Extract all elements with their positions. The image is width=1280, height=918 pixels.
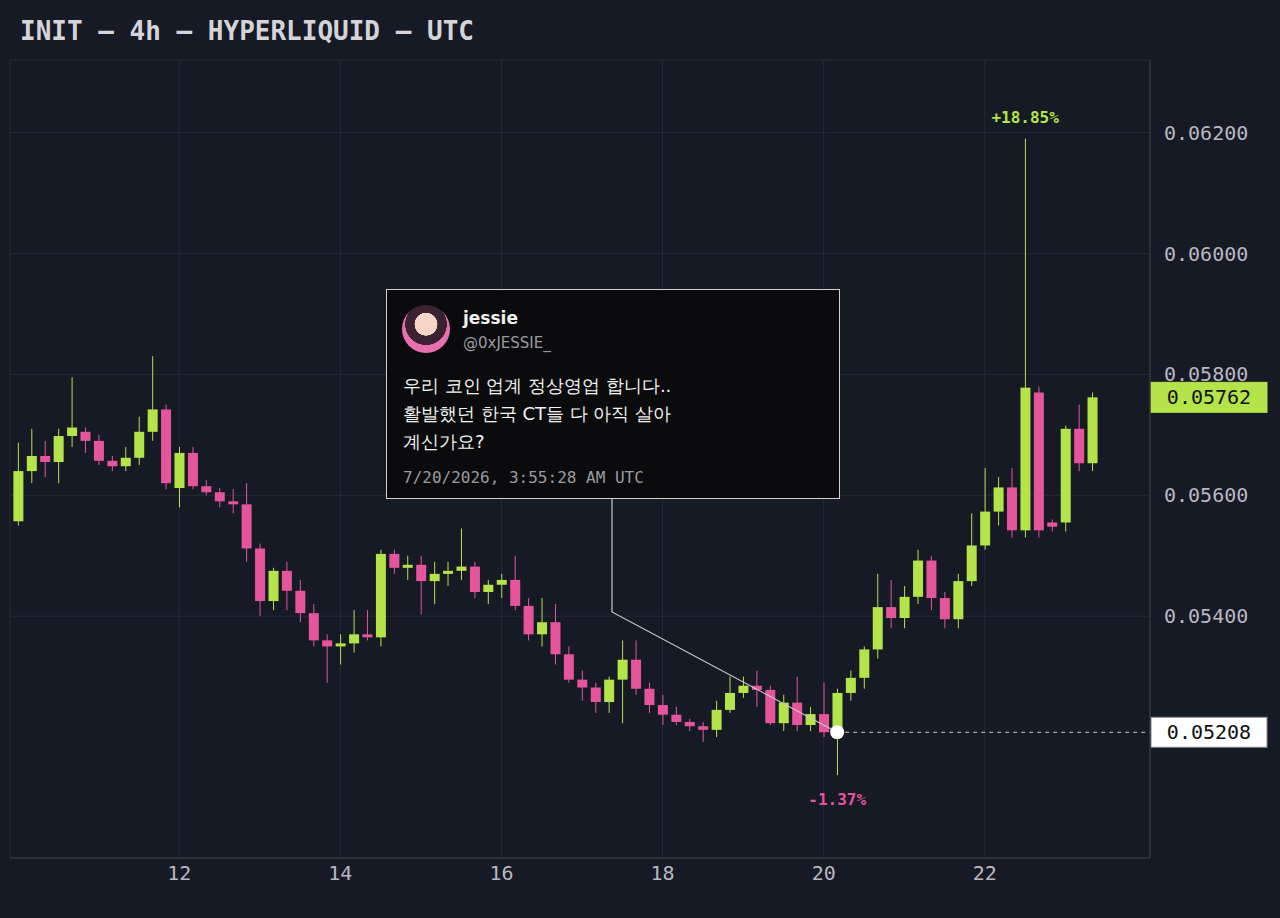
svg-text:0.05800: 0.05800 (1164, 362, 1248, 386)
svg-text:0.05762: 0.05762 (1167, 385, 1251, 409)
html-text:7/20/2026, 3:55:28 AM UTC: 7/20/2026, 3:55:28 AM UTC (403, 468, 644, 487)
svg-text:0.05400: 0.05400 (1164, 604, 1248, 628)
svg-text:0.06000: 0.06000 (1164, 242, 1248, 266)
svg-text:18: 18 (651, 861, 675, 885)
svg-text:0.05600: 0.05600 (1164, 483, 1248, 507)
svg-text:20: 20 (812, 861, 836, 885)
svg-text:12: 12 (167, 861, 191, 885)
html-text:INIT — 4h — HYPERLIQUID — UTC: INIT — 4h — HYPERLIQUID — UTC (20, 16, 474, 46)
svg-text:0.06200: 0.06200 (1164, 121, 1248, 145)
html-text:@0xJESSIE_: @0xJESSIE_ (463, 334, 551, 352)
html-text:계신가요?: 계신가요? (403, 431, 485, 452)
html-text:활발했던 한국 CT들 다 아직 살아: 활발했던 한국 CT들 다 아직 살아 (403, 403, 672, 424)
html-text:우리 코인 업계 정상영업 합니다..: 우리 코인 업계 정상영업 합니다.. (403, 375, 672, 396)
svg-text:-1.37%: -1.37% (808, 790, 866, 809)
svg-text:0.05208: 0.05208 (1167, 720, 1251, 744)
svg-text:16: 16 (489, 861, 513, 885)
svg-text:22: 22 (973, 861, 997, 885)
svg-text:14: 14 (328, 861, 352, 885)
html-text:jessie: jessie (463, 308, 518, 328)
svg-text:+18.85%: +18.85% (991, 108, 1059, 127)
